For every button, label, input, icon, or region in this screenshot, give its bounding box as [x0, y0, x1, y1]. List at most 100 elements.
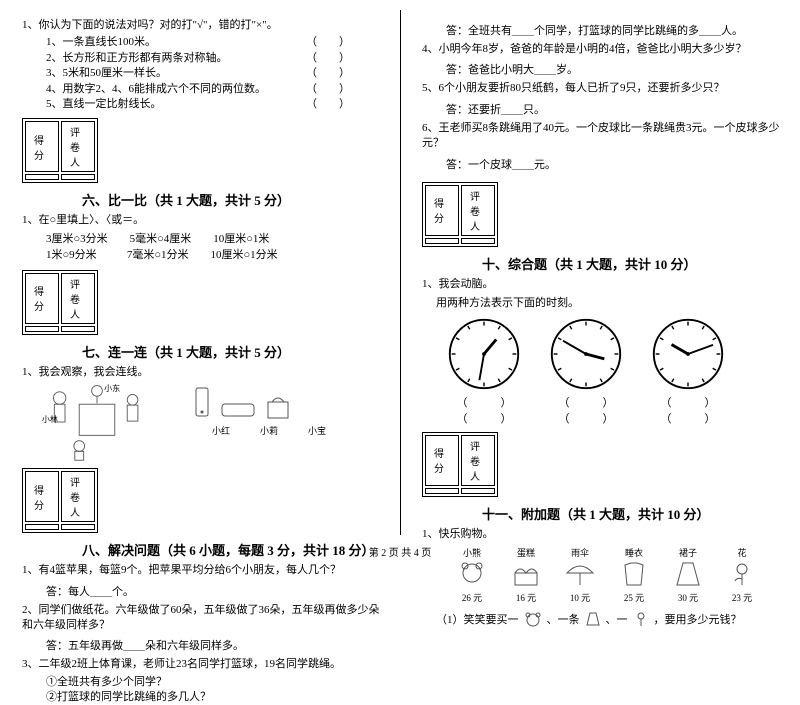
clock-3-svg	[650, 316, 726, 392]
left-column: 1、你认为下面的说法对吗？对的打"√"，错的打"×"。 1、一条直线长100米。…	[0, 0, 400, 565]
obj-labels: 小红 小莉 小宝	[212, 424, 326, 437]
tf-item-3-text: 3、5米和50厘米一样长。	[46, 67, 167, 79]
bear-small-icon	[523, 610, 543, 628]
scorebox-blank	[61, 326, 95, 332]
clock-answers-1: （ ）（ ）（ ）	[446, 394, 780, 410]
scorebox-grader-label: 评卷人	[61, 121, 95, 172]
scorebox-6: 得分评卷人	[22, 118, 98, 183]
sec6-row-1: 3厘米○3分米 5毫米○4厘米 10厘米○1米	[22, 231, 380, 248]
sec11-line: （1）笑笑要买一 、一条 、一 ，要用多少元钱？	[422, 610, 780, 628]
connect-figure: 小林 小东 小红 小莉 小宝	[32, 382, 380, 462]
sec8-a4: 答：爸爸比小明大＿＿岁。	[422, 61, 780, 77]
section-6-title: 六、比一比（共 1 大题，共计 5 分）	[82, 190, 380, 209]
sec8-q2: 2、同学们做纸花。六年级做了60朵，五年级做了36朵，五年级再做多少朵和六年级同…	[22, 603, 380, 634]
section-7-title: 七、连一连（共 1 大题，共计 5 分）	[82, 342, 380, 361]
sec10-sub: 用两种方法表示下面的时刻。	[422, 294, 780, 310]
sec8-a5: 答：还要折＿＿只。	[422, 101, 780, 117]
text: 、一条	[547, 611, 580, 627]
objects-row	[192, 386, 326, 420]
tf-question-stem: 1、你认为下面的说法对吗？对的打"√"，错的打"×"。	[22, 18, 380, 33]
scorebox-blank	[25, 174, 59, 180]
shop-price: 25 元	[612, 591, 656, 604]
sec8-q5: 5、6个小朋友要折80只纸鹤，每人已折了9只，还要折多少只？	[422, 81, 780, 96]
text: ，要用多少元钱？	[654, 611, 742, 627]
sec6-row-2: 1米○9分米 7毫米○1分米 10厘米○1分米	[22, 247, 380, 264]
phone-icon	[192, 386, 212, 420]
skirt-small-icon	[584, 610, 602, 628]
paren-blank: （ ）	[548, 410, 624, 426]
clock-3	[650, 316, 726, 392]
scorebox-score-label: 得分	[25, 273, 59, 324]
text: 、一	[606, 611, 628, 627]
kids-illustration: 小林 小东	[32, 382, 162, 462]
tf-item-1-text: 1、一条直线长100米。	[46, 36, 156, 48]
scorebox-blank	[425, 488, 459, 494]
paren-blank: （ ）	[306, 66, 350, 81]
section-11-title: 十一、附加题（共 1 大题，共计 10 分）	[482, 504, 780, 523]
scorebox-blank	[61, 174, 95, 180]
scorebox-blank	[461, 238, 495, 244]
clock-1	[446, 316, 522, 392]
tf-item-4-text: 4、用数字2、4、6能排成六个不同的两位数。	[46, 83, 266, 95]
clocks-row	[446, 316, 780, 392]
clock-1-svg	[446, 316, 522, 392]
clock-2-svg	[548, 316, 624, 392]
scorebox-blank	[425, 238, 459, 244]
scorebox-grader-label: 评卷人	[61, 471, 95, 522]
scorebox-11: 得分评卷人	[422, 432, 498, 497]
objects-col: 小红 小莉 小宝	[172, 382, 326, 462]
tf-item-2: 2、长方形和正方形都有两条对称轴。（ ）	[22, 51, 380, 66]
tf-item-4: 4、用数字2、4、6能排成六个不同的两位数。（ ）	[22, 82, 380, 97]
shop-price: 23 元	[720, 591, 764, 604]
flower-small-icon	[632, 610, 650, 628]
sec11-line-text: （1）笑笑要买一	[436, 611, 519, 627]
flower-icon	[725, 559, 759, 589]
label-xiaobao: 小宝	[308, 424, 326, 437]
page-footer: 第 2 页 共 4 页	[0, 544, 800, 559]
paren-blank: （ ）	[306, 51, 350, 66]
sec8-a6: 答：一个皮球＿＿元。	[422, 156, 780, 172]
tf-item-1: 1、一条直线长100米。（ ）	[22, 35, 380, 50]
bag-icon	[264, 394, 292, 420]
sec8-q1: 1、有4篮苹果，每篮9个。把苹果平均分给6个小朋友，每人几个？	[22, 563, 380, 578]
scorebox-blank	[461, 488, 495, 494]
paren-blank: （ ）	[446, 410, 522, 426]
sec8-q3: 3、二年级2班上体育课，老师让23名同学打篮球，19名同学跳绳。	[22, 657, 380, 672]
sec8-a3: 答：全班共有＿＿个同学，打篮球的同学比跳绳的多＿＿人。	[422, 22, 780, 38]
page-root: 1、你认为下面的说法对吗？对的打"√"，错的打"×"。 1、一条直线长100米。…	[0, 0, 800, 565]
clock-2	[548, 316, 624, 392]
shop-price: 16 元	[504, 591, 548, 604]
scorebox-grader-label: 评卷人	[461, 435, 495, 486]
tf-item-5: 5、直线一定比射线长。 （ ）	[22, 97, 380, 112]
tf-item-5-text: 5、直线一定比射线长。	[46, 98, 162, 110]
scorebox-7: 得分评卷人	[22, 270, 98, 335]
scorebox-grader-label: 评卷人	[461, 185, 495, 236]
svg-text:小林: 小林	[42, 414, 58, 424]
scorebox-8: 得分评卷人	[22, 468, 98, 533]
skirt-icon	[671, 559, 705, 589]
paren-blank: （ ）	[446, 394, 522, 410]
label-xiaoli: 小莉	[260, 424, 278, 437]
paren-blank: （ ）	[650, 410, 726, 426]
scorebox-score-label: 得分	[425, 435, 459, 486]
scorebox-blank	[25, 326, 59, 332]
clock-answers-2: （ ） （ ） （ ）	[446, 410, 780, 426]
shop-price: 26 元	[450, 591, 494, 604]
scorebox-score-label: 得分	[25, 121, 59, 172]
paren-blank: （ ）	[306, 97, 350, 112]
scorebox-blank	[61, 524, 95, 530]
sec8-a1: 答：每人＿＿个。	[22, 583, 380, 599]
right-column: 答：全班共有＿＿个同学，打篮球的同学比跳绳的多＿＿人。 4、小明今年8岁，爸爸的…	[400, 0, 800, 565]
sec10-stem: 1、我会动脑。	[422, 277, 780, 292]
shop-price: 10 元	[558, 591, 602, 604]
umbrella-icon	[563, 559, 597, 589]
paren-blank: （ ）	[650, 394, 726, 410]
svg-text:小东: 小东	[104, 383, 120, 393]
sec11-stem: 1、快乐购物。	[422, 527, 780, 542]
sec8-q3b: ②打篮球的同学比跳绳的多几人？	[22, 690, 380, 705]
case-icon	[220, 400, 256, 420]
tf-item-3: 3、5米和50厘米一样长。 （ ）	[22, 66, 380, 81]
sec7-stem: 1、我会观察，我会连线。	[22, 365, 380, 380]
pajama-icon	[617, 559, 651, 589]
label-xiaohong: 小红	[212, 424, 230, 437]
